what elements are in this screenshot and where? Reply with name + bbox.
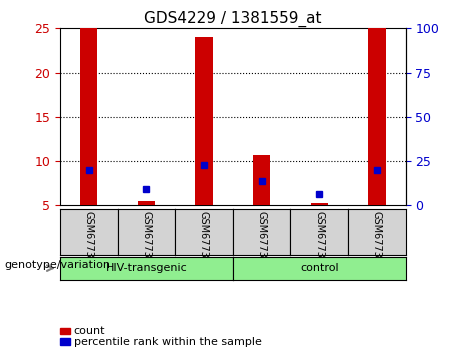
- Text: GSM677394: GSM677394: [314, 211, 324, 270]
- Text: percentile rank within the sample: percentile rank within the sample: [74, 337, 262, 347]
- Bar: [368, 28, 385, 205]
- Text: HIV-transgenic: HIV-transgenic: [106, 263, 187, 273]
- Bar: [311, 202, 328, 205]
- Text: GSM677392: GSM677392: [199, 211, 209, 270]
- Text: count: count: [74, 326, 105, 336]
- Title: GDS4229 / 1381559_at: GDS4229 / 1381559_at: [144, 11, 322, 27]
- Text: genotype/variation: genotype/variation: [5, 259, 111, 270]
- Bar: [80, 28, 97, 205]
- Text: GSM677395: GSM677395: [372, 211, 382, 270]
- Text: control: control: [300, 263, 338, 273]
- Text: GSM677390: GSM677390: [84, 211, 94, 270]
- Bar: [138, 201, 155, 205]
- Text: GSM677391: GSM677391: [142, 211, 151, 270]
- Text: GSM677393: GSM677393: [257, 211, 266, 270]
- Bar: [253, 155, 270, 205]
- Bar: [195, 37, 213, 205]
